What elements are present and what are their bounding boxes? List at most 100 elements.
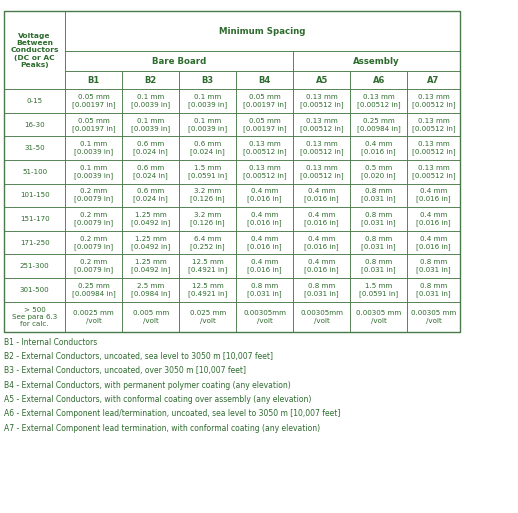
Bar (293, 231, 350, 254)
Text: 0.1 mm
[0.0039 in]: 0.1 mm [0.0039 in] (74, 141, 113, 155)
Text: 0.6 mm
[0.024 in]: 0.6 mm [0.024 in] (190, 141, 225, 155)
Text: A7 - External Component lead termination, with conformal coating (any elevation): A7 - External Component lead termination… (4, 424, 320, 433)
Text: 0.0025 mm
/volt: 0.0025 mm /volt (74, 310, 114, 324)
Bar (179, 71, 236, 89)
Bar (179, 254, 236, 278)
Bar (293, 51, 460, 71)
Bar (407, 254, 460, 278)
Bar (4, 89, 65, 113)
Text: 0.4 mm
[0.016 in]: 0.4 mm [0.016 in] (416, 188, 451, 203)
Bar (179, 113, 236, 136)
Text: B2 - External Conductors, uncoated, sea level to 3050 m [10,007 feet]: B2 - External Conductors, uncoated, sea … (4, 352, 273, 361)
Bar (4, 113, 65, 136)
Text: B3: B3 (202, 75, 214, 85)
Text: 0.13 mm
[0.00512 in]: 0.13 mm [0.00512 in] (412, 94, 455, 108)
Bar (4, 231, 65, 254)
Bar (350, 136, 407, 160)
Text: 0.4 mm
[0.016 in]: 0.4 mm [0.016 in] (305, 235, 339, 250)
Text: 12.5 mm
[0.4921 in]: 12.5 mm [0.4921 in] (188, 283, 227, 297)
Bar (179, 231, 236, 254)
Bar (407, 278, 460, 302)
Bar (4, 302, 65, 332)
Text: 0.4 mm
[0.016 in]: 0.4 mm [0.016 in] (248, 235, 282, 250)
Text: 16-30: 16-30 (24, 122, 45, 128)
Bar (65, 160, 122, 184)
Bar (293, 207, 350, 231)
Bar (179, 136, 236, 160)
Bar (122, 254, 179, 278)
Bar (122, 207, 179, 231)
Text: 0.25 mm
[0.00984 in]: 0.25 mm [0.00984 in] (357, 117, 400, 132)
Text: 0.4 mm
[0.016 in]: 0.4 mm [0.016 in] (248, 259, 282, 273)
Text: 0.4 mm
[0.016 in]: 0.4 mm [0.016 in] (305, 259, 339, 273)
Bar (122, 136, 179, 160)
Bar (350, 160, 407, 184)
Bar (293, 71, 350, 89)
Text: 0.8 mm
[0.031 in]: 0.8 mm [0.031 in] (362, 259, 396, 273)
Text: 1.5 mm
[0.0591 in]: 1.5 mm [0.0591 in] (359, 283, 398, 297)
Text: 0.13 mm
[0.00512 in]: 0.13 mm [0.00512 in] (300, 94, 343, 108)
Text: A5: A5 (315, 75, 328, 85)
Bar (65, 278, 122, 302)
Text: 1.25 mm
[0.0492 in]: 1.25 mm [0.0492 in] (131, 235, 170, 250)
Bar (407, 207, 460, 231)
Text: 0.4 mm
[0.016 in]: 0.4 mm [0.016 in] (248, 212, 282, 226)
Text: 0.8 mm
[0.031 in]: 0.8 mm [0.031 in] (362, 188, 396, 203)
Text: 0.4 mm
[0.016 in]: 0.4 mm [0.016 in] (248, 188, 282, 203)
Bar (4, 184, 65, 207)
Text: 0.8 mm
[0.031 in]: 0.8 mm [0.031 in] (362, 212, 396, 226)
Text: 0.1 mm
[0.0039 in]: 0.1 mm [0.0039 in] (131, 94, 170, 108)
Text: 6.4 mm
[0.252 in]: 6.4 mm [0.252 in] (191, 235, 225, 250)
Text: 0.4 mm
[0.016 in]: 0.4 mm [0.016 in] (416, 235, 451, 250)
Bar (65, 184, 122, 207)
Text: 12.5 mm
[0.4921 in]: 12.5 mm [0.4921 in] (188, 259, 227, 273)
Bar (65, 51, 293, 71)
Text: A7: A7 (427, 75, 440, 85)
Text: 2.5 mm
[0.0984 in]: 2.5 mm [0.0984 in] (131, 283, 170, 297)
Text: 0.8 mm
[0.031 in]: 0.8 mm [0.031 in] (416, 283, 451, 297)
Bar (293, 278, 350, 302)
Text: Assembly: Assembly (353, 56, 400, 66)
Bar (350, 89, 407, 113)
Bar (407, 184, 460, 207)
Bar (4, 136, 65, 160)
Text: 301-500: 301-500 (20, 287, 50, 293)
Bar (350, 184, 407, 207)
Text: 0.4 mm
[0.016 in]: 0.4 mm [0.016 in] (416, 212, 451, 226)
Bar (293, 160, 350, 184)
Text: 1.25 mm
[0.0492 in]: 1.25 mm [0.0492 in] (131, 259, 170, 273)
Text: 0.00305 mm
/volt: 0.00305 mm /volt (356, 310, 401, 324)
Bar (350, 71, 407, 89)
Text: 0.1 mm
[0.0039 in]: 0.1 mm [0.0039 in] (131, 117, 170, 132)
Text: A6 - External Component lead/termination, uncoated, sea level to 3050 m [10,007 : A6 - External Component lead/termination… (4, 409, 340, 419)
Text: 0.6 mm
[0.024 in]: 0.6 mm [0.024 in] (133, 188, 168, 203)
Bar (122, 278, 179, 302)
Bar (350, 254, 407, 278)
Text: 0.13 mm
[0.00512 in]: 0.13 mm [0.00512 in] (243, 141, 286, 155)
Bar (407, 302, 460, 332)
Bar (122, 302, 179, 332)
Bar (179, 89, 236, 113)
Bar (65, 254, 122, 278)
Bar (65, 11, 460, 51)
Bar (350, 302, 407, 332)
Text: 0.13 mm
[0.00512 in]: 0.13 mm [0.00512 in] (300, 141, 343, 155)
Text: 0.5 mm
[0.020 in]: 0.5 mm [0.020 in] (362, 165, 396, 179)
Text: 0.13 mm
[0.00512 in]: 0.13 mm [0.00512 in] (357, 94, 400, 108)
Bar (293, 254, 350, 278)
Bar (236, 89, 293, 113)
Text: 0.6 mm
[0.024 in]: 0.6 mm [0.024 in] (133, 165, 168, 179)
Bar (350, 207, 407, 231)
Text: 0.8 mm
[0.031 in]: 0.8 mm [0.031 in] (416, 259, 451, 273)
Text: B2: B2 (145, 75, 157, 85)
Text: 0.13 mm
[0.00512 in]: 0.13 mm [0.00512 in] (412, 141, 455, 155)
Bar (179, 302, 236, 332)
Text: 0.2 mm
[0.0079 in]: 0.2 mm [0.0079 in] (74, 188, 113, 203)
Bar (65, 71, 122, 89)
Text: 0.00305mm
/volt: 0.00305mm /volt (300, 310, 343, 324)
Bar (65, 207, 122, 231)
Bar (4, 207, 65, 231)
Text: 0.00305mm
/volt: 0.00305mm /volt (243, 310, 286, 324)
Bar (179, 160, 236, 184)
Text: 0.2 mm
[0.0079 in]: 0.2 mm [0.0079 in] (74, 212, 113, 226)
